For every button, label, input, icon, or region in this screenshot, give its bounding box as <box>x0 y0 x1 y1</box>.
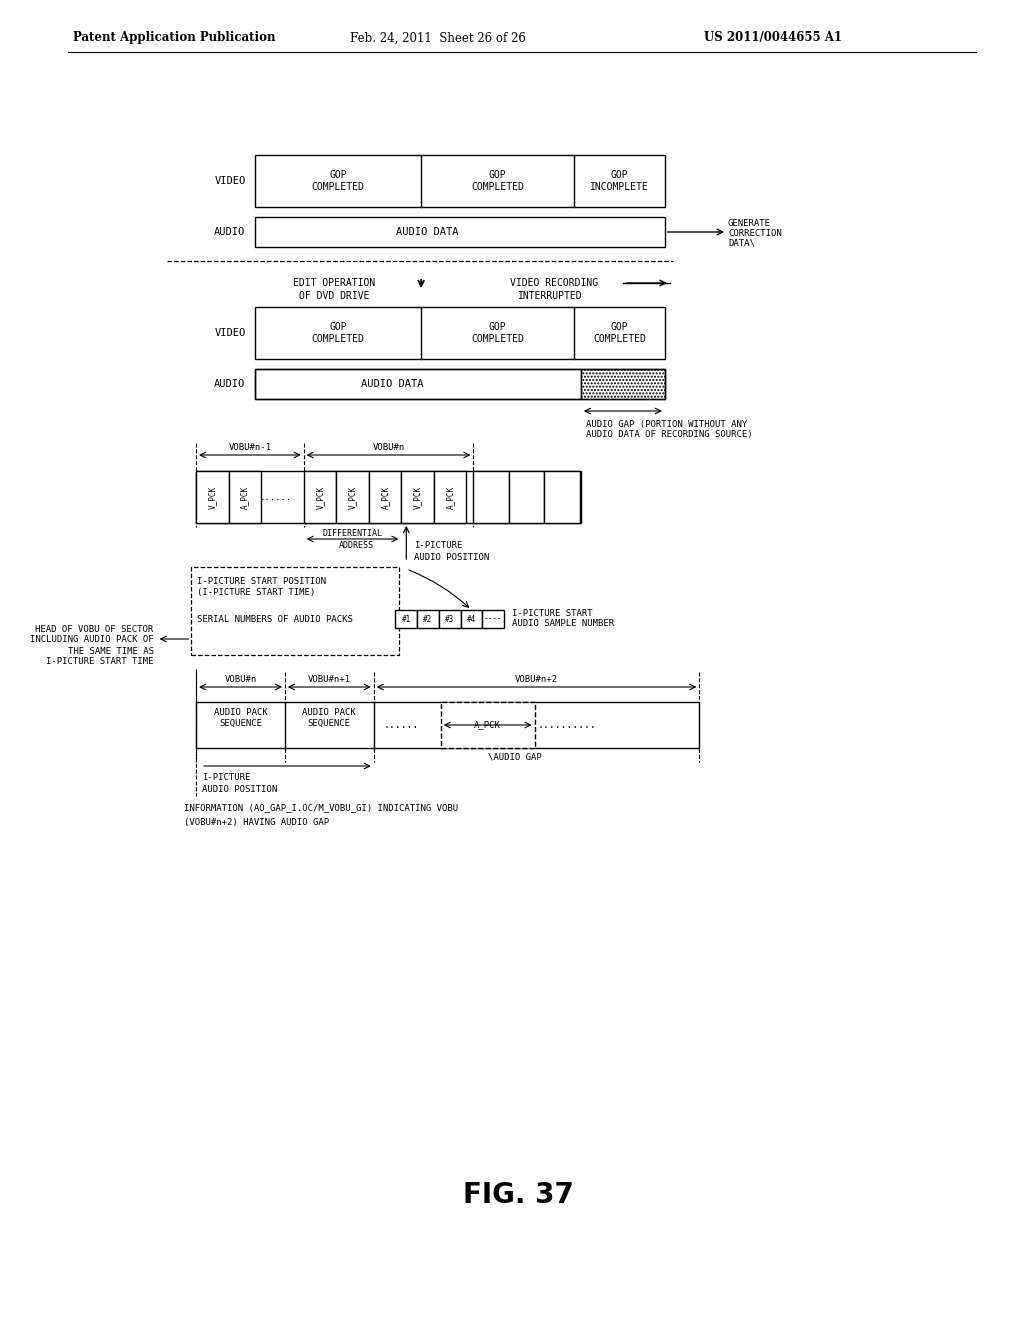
Bar <box>482 610 504 628</box>
Text: THE SAME TIME AS: THE SAME TIME AS <box>68 647 154 656</box>
Bar <box>197 471 581 523</box>
Text: HEAD OF VOBU OF SECTOR: HEAD OF VOBU OF SECTOR <box>36 624 154 634</box>
Bar <box>434 471 467 523</box>
Bar <box>545 471 580 523</box>
Text: I-PICTURE: I-PICTURE <box>414 541 463 550</box>
Bar <box>255 370 665 399</box>
Text: A_PCK: A_PCK <box>445 486 455 508</box>
Text: SERIAL NUMBERS OF AUDIO PACKS: SERIAL NUMBERS OF AUDIO PACKS <box>197 615 353 623</box>
Bar <box>304 471 336 523</box>
Text: GOP
COMPLETED: GOP COMPLETED <box>311 322 365 343</box>
Text: ......: ...... <box>259 492 292 502</box>
Bar <box>395 610 417 628</box>
Bar <box>336 471 369 523</box>
Text: VOBU#n+2: VOBU#n+2 <box>515 676 558 685</box>
Text: A_PCK: A_PCK <box>474 721 501 730</box>
Text: \AUDIO GAP: \AUDIO GAP <box>487 752 542 762</box>
Bar <box>255 154 665 207</box>
Bar <box>369 471 401 523</box>
Text: #2: #2 <box>423 615 432 623</box>
Text: ADDRESS: ADDRESS <box>339 540 374 549</box>
Text: VOBU#n-1: VOBU#n-1 <box>228 444 271 453</box>
Text: #3: #3 <box>445 615 455 623</box>
Text: GOP
COMPLETED: GOP COMPLETED <box>471 322 524 343</box>
Text: FIG. 37: FIG. 37 <box>463 1181 574 1209</box>
Text: AUDIO POSITION: AUDIO POSITION <box>202 784 278 793</box>
Text: AUDIO PACK
SEQUENCE: AUDIO PACK SEQUENCE <box>302 709 356 727</box>
Text: INCLUDING AUDIO PACK OF: INCLUDING AUDIO PACK OF <box>30 635 154 644</box>
Text: GOP
COMPLETED: GOP COMPLETED <box>593 322 646 343</box>
Text: CORRECTION: CORRECTION <box>728 228 781 238</box>
Text: EDIT OPERATION: EDIT OPERATION <box>293 279 376 288</box>
Text: (VOBU#n+2) HAVING AUDIO GAP: (VOBU#n+2) HAVING AUDIO GAP <box>184 818 330 828</box>
Text: AUDIO POSITION: AUDIO POSITION <box>414 553 489 561</box>
Bar <box>255 308 665 359</box>
Text: I-PICTURE: I-PICTURE <box>202 774 251 783</box>
Text: AUDIO SAMPLE NUMBER: AUDIO SAMPLE NUMBER <box>512 619 614 628</box>
Bar <box>255 370 581 399</box>
Text: #4: #4 <box>467 615 476 623</box>
Bar <box>581 370 665 399</box>
Text: AUDIO PACK
SEQUENCE: AUDIO PACK SEQUENCE <box>214 709 267 727</box>
Text: AUDIO: AUDIO <box>214 227 246 238</box>
Bar <box>255 216 665 247</box>
Bar <box>228 471 261 523</box>
Text: A_PCK: A_PCK <box>241 486 250 508</box>
Text: A_PCK: A_PCK <box>381 486 389 508</box>
Text: DIFFERENTIAL: DIFFERENTIAL <box>323 529 383 539</box>
Text: AUDIO: AUDIO <box>214 379 246 389</box>
Text: AUDIO GAP (PORTION WITHOUT ANY: AUDIO GAP (PORTION WITHOUT ANY <box>586 420 748 429</box>
Text: GOP
COMPLETED: GOP COMPLETED <box>311 170 365 191</box>
Bar <box>461 610 482 628</box>
Text: VIDEO RECORDING: VIDEO RECORDING <box>510 279 598 288</box>
Text: I-PICTURE START POSITION: I-PICTURE START POSITION <box>197 577 326 586</box>
Text: GENERATE: GENERATE <box>728 219 771 227</box>
Text: V_PCK: V_PCK <box>208 486 217 508</box>
Bar <box>197 471 228 523</box>
Text: VOBU#n+1: VOBU#n+1 <box>308 676 351 685</box>
Text: VOBU#n: VOBU#n <box>224 676 257 685</box>
Bar <box>439 610 461 628</box>
Bar <box>191 568 399 655</box>
Text: VIDEO: VIDEO <box>214 176 246 186</box>
Text: INTERRUPTED: INTERRUPTED <box>518 290 583 301</box>
Bar <box>197 702 699 748</box>
Bar <box>473 471 509 523</box>
Bar <box>509 471 545 523</box>
Text: VIDEO: VIDEO <box>214 327 246 338</box>
Text: I-PICTURE START: I-PICTURE START <box>512 609 593 618</box>
Text: ..........: .......... <box>538 719 597 730</box>
Bar <box>441 702 535 748</box>
Text: AUDIO DATA: AUDIO DATA <box>396 227 459 238</box>
Text: Patent Application Publication: Patent Application Publication <box>73 32 275 45</box>
Text: V_PCK: V_PCK <box>413 486 422 508</box>
Text: V_PCK: V_PCK <box>348 486 357 508</box>
Text: Feb. 24, 2011  Sheet 26 of 26: Feb. 24, 2011 Sheet 26 of 26 <box>350 32 525 45</box>
Text: GOP
COMPLETED: GOP COMPLETED <box>471 170 524 191</box>
Text: I-PICTURE START TIME: I-PICTURE START TIME <box>46 657 154 667</box>
Text: VOBU#n: VOBU#n <box>373 444 404 453</box>
Text: US 2011/0044655 A1: US 2011/0044655 A1 <box>705 32 843 45</box>
Text: OF DVD DRIVE: OF DVD DRIVE <box>299 290 370 301</box>
Bar <box>417 610 439 628</box>
Bar <box>401 471 434 523</box>
Text: #1: #1 <box>401 615 411 623</box>
Text: GOP
INCOMPLETE: GOP INCOMPLETE <box>590 170 649 191</box>
Text: (I-PICTURE START TIME): (I-PICTURE START TIME) <box>197 589 315 598</box>
Text: INFORMATION (AO_GAP_I.OC/M_VOBU_GI) INDICATING VOBU: INFORMATION (AO_GAP_I.OC/M_VOBU_GI) INDI… <box>184 804 459 813</box>
Text: ----: ---- <box>484 615 503 623</box>
Text: AUDIO DATA: AUDIO DATA <box>360 379 423 389</box>
Text: DATA\: DATA\ <box>728 239 755 248</box>
Text: V_PCK: V_PCK <box>315 486 325 508</box>
Text: ......: ...... <box>384 719 419 730</box>
Text: AUDIO DATA OF RECORDING SOURCE): AUDIO DATA OF RECORDING SOURCE) <box>586 430 753 440</box>
